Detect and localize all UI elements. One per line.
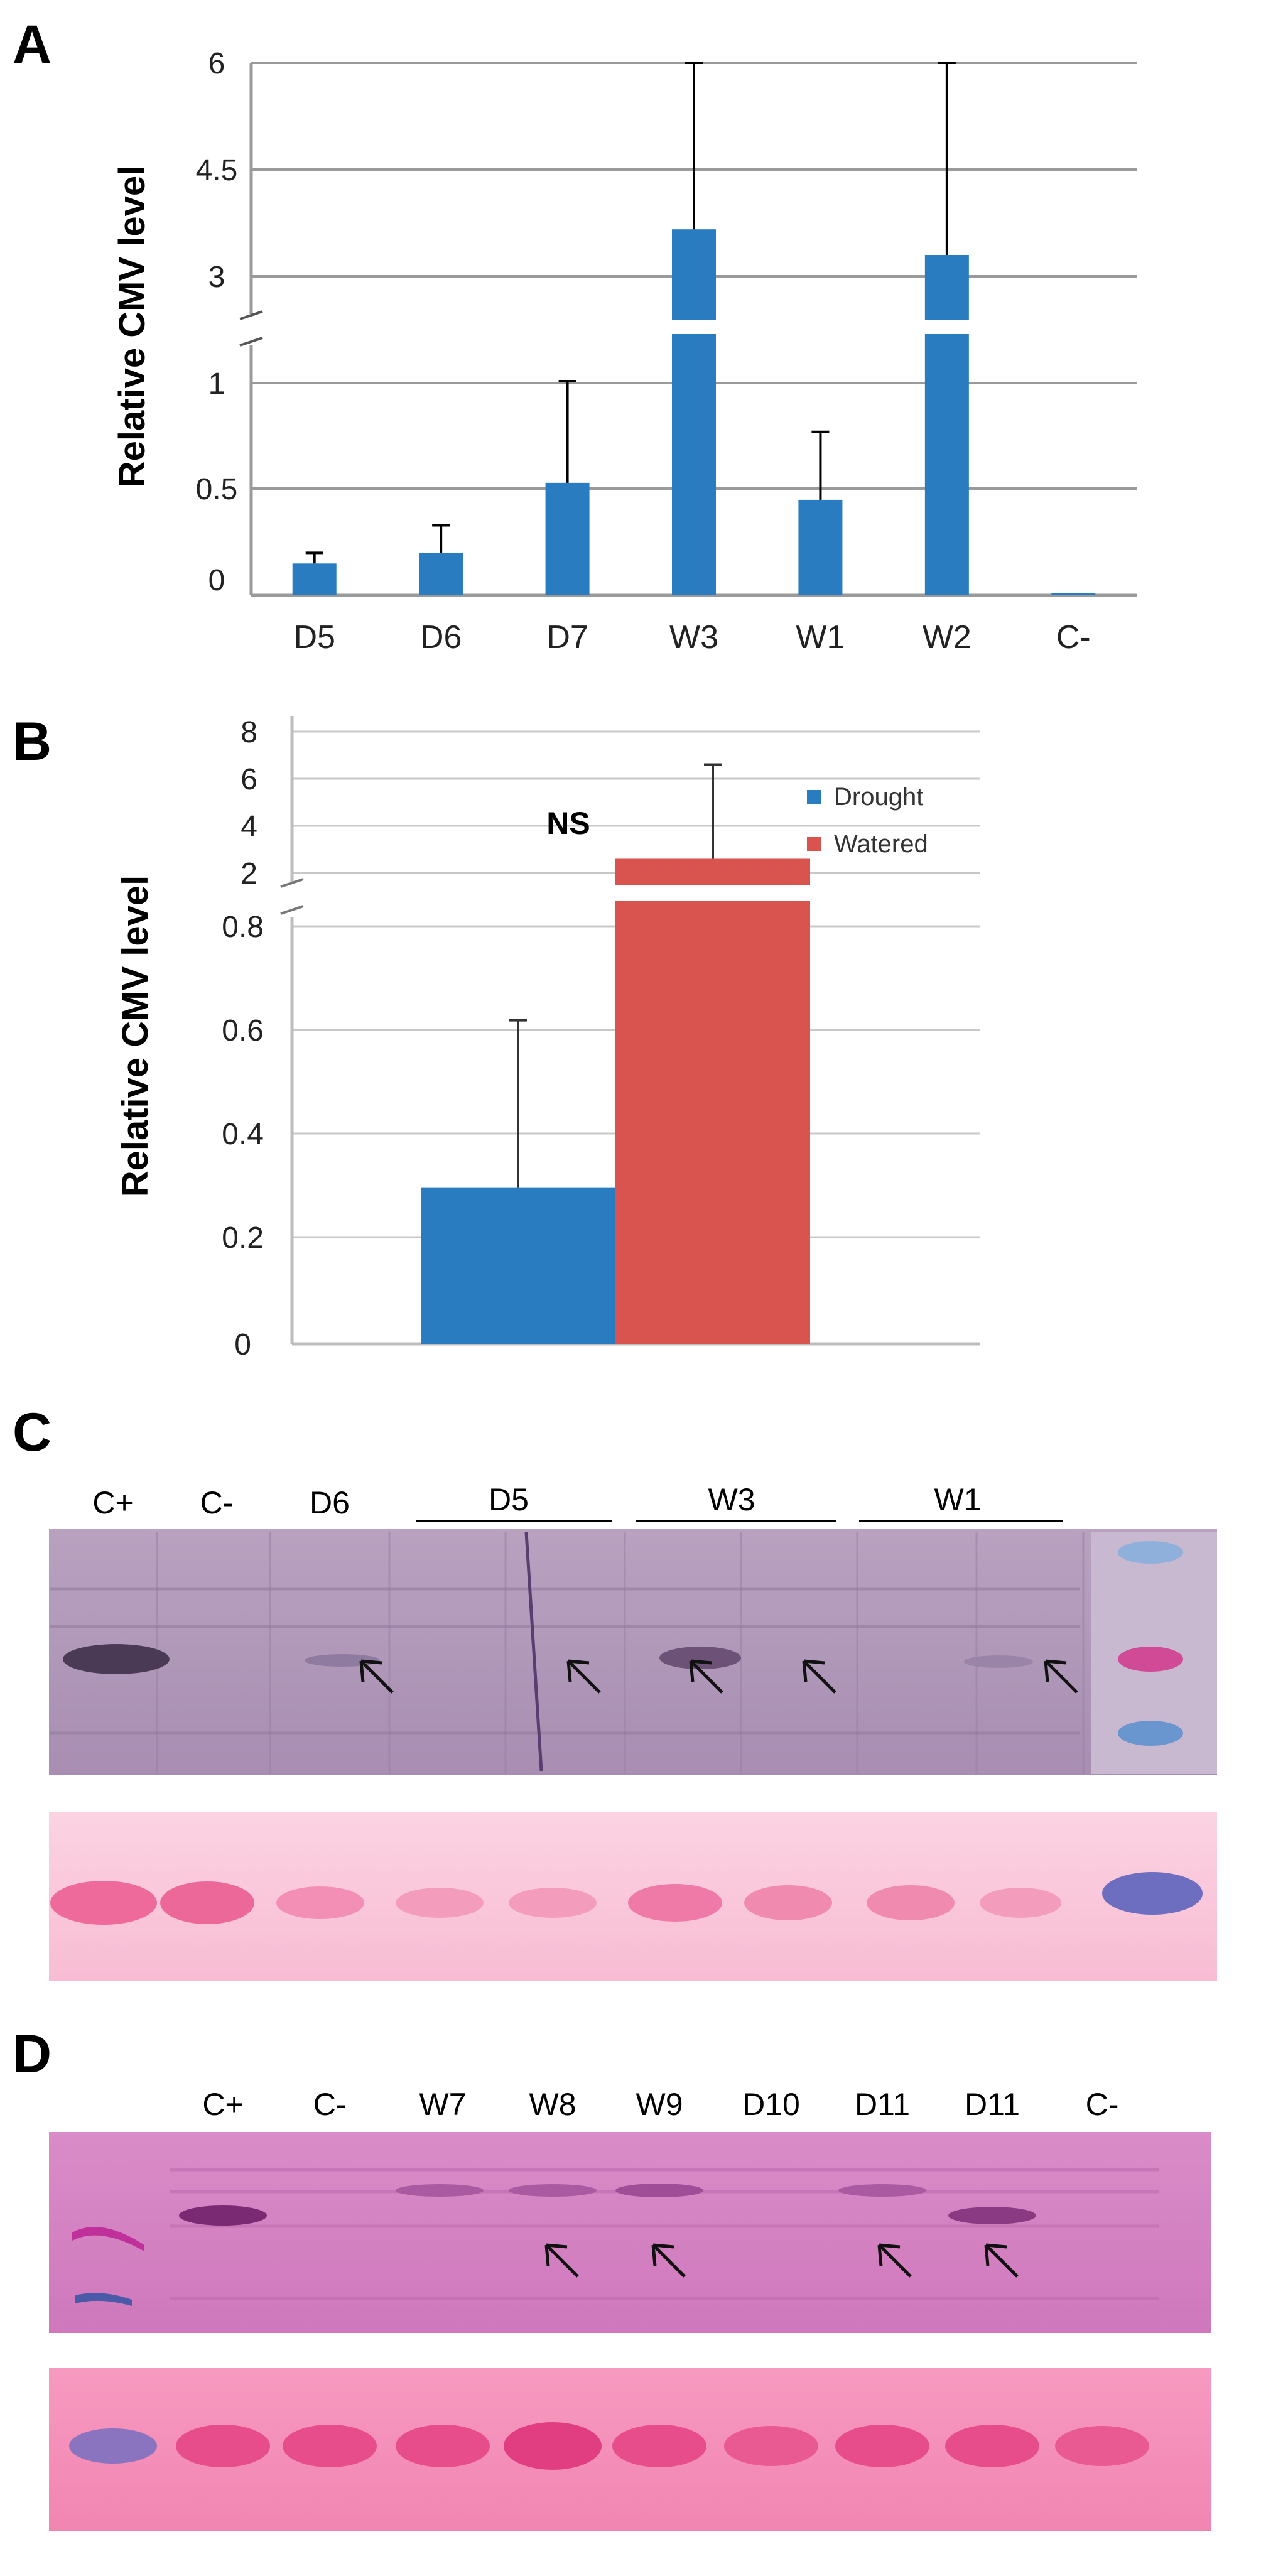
panel-a-ytick-1: 1 bbox=[208, 367, 225, 401]
ponceau-d bbox=[49, 2368, 1211, 2531]
panel-b-ytick-4: 4 bbox=[241, 810, 257, 843]
panel-b: B Relative CMV level 0 0.2 0.4 0.6 0.8 2… bbox=[13, 712, 980, 1361]
xtick-W3: W3 bbox=[669, 619, 718, 656]
lane-label-d-4: W9 bbox=[636, 2087, 683, 2122]
bar-C- bbox=[1051, 593, 1096, 595]
lane-label-d-1: C- bbox=[313, 2087, 347, 2122]
panel-d: D C+ C- W7 W8 W9 D10 D11 D11 C- bbox=[13, 2024, 1211, 2531]
group-label-w3: W3 bbox=[708, 1482, 755, 1517]
panel-a-x-ticks: D5 D6 D7 W3 W1 W2 C- bbox=[293, 619, 1090, 656]
panel-a-axis-break bbox=[239, 310, 264, 347]
panel-b-label: B bbox=[13, 712, 51, 772]
panel-b-ytick-2: 2 bbox=[241, 857, 257, 890]
arrows-d bbox=[544, 2243, 1019, 2278]
bar-break-W2 bbox=[923, 320, 970, 334]
panel-b-axis-break bbox=[279, 878, 305, 917]
panel-c: C C+ C- D6 D5 W3 W1 bbox=[13, 1402, 1217, 1981]
lane-label-d-3: W8 bbox=[529, 2087, 576, 2122]
bar-D6 bbox=[419, 553, 463, 595]
bar-watered bbox=[615, 858, 810, 1344]
lane-label-d6: D6 bbox=[310, 1485, 350, 1520]
panel-a: A Relative CMV level 0 0.5 1 3 4.5 6 D5 D… bbox=[13, 14, 1137, 656]
bar-D5 bbox=[292, 563, 337, 595]
western-blot-d bbox=[49, 2132, 1211, 2333]
panel-a-ylabel: Relative CMV level bbox=[112, 166, 153, 488]
lane-label-d-7: D11 bbox=[965, 2087, 1020, 2122]
western-blot-c bbox=[49, 1529, 1217, 1775]
panel-a-ytick-0.5: 0.5 bbox=[196, 473, 238, 506]
lane-label-d-0: C+ bbox=[202, 2087, 243, 2122]
xtick-W1: W1 bbox=[796, 619, 845, 656]
panel-d-label: D bbox=[13, 2024, 51, 2084]
bar-drought bbox=[421, 1187, 615, 1344]
lane-label-d-6: D11 bbox=[855, 2087, 910, 2122]
panel-b-ytick-0.6: 0.6 bbox=[222, 1014, 264, 1047]
panel-a-ytick-6: 6 bbox=[208, 47, 225, 80]
panel-a-ytick-0: 0 bbox=[208, 564, 225, 597]
panel-a-bars bbox=[292, 62, 1096, 595]
panel-b-ytick-8: 8 bbox=[241, 716, 257, 749]
xtick-D7: D7 bbox=[546, 619, 588, 656]
group-label-d5: D5 bbox=[489, 1482, 529, 1517]
panel-a-label: A bbox=[13, 14, 51, 75]
panel-b-annotation-ns: NS bbox=[546, 806, 590, 841]
arrows-c bbox=[359, 1659, 1078, 1694]
panel-b-ytick-6: 6 bbox=[241, 763, 257, 796]
xtick-W2: W2 bbox=[923, 619, 971, 656]
xtick-D6: D6 bbox=[420, 619, 462, 656]
panel-a-ytick-4.5: 4.5 bbox=[196, 154, 238, 187]
xtick-D5: D5 bbox=[293, 619, 335, 656]
panel-b-legend: Drought Watered bbox=[807, 783, 928, 858]
lane-label-d-5: D10 bbox=[742, 2087, 800, 2122]
legend-swatch-watered bbox=[807, 837, 821, 851]
xtick-C-: C- bbox=[1056, 619, 1091, 656]
ponceau-c bbox=[49, 1812, 1217, 1981]
lane-label-d-8: C- bbox=[1086, 2087, 1119, 2122]
panel-b-ytick-0.4: 0.4 bbox=[222, 1118, 264, 1151]
panel-c-label: C bbox=[13, 1402, 51, 1463]
group-label-w1: W1 bbox=[934, 1482, 982, 1517]
panel-a-ytick-3: 3 bbox=[208, 261, 225, 294]
lane-label-d-2: W7 bbox=[419, 2087, 467, 2122]
legend-label-drought: Drought bbox=[834, 783, 923, 811]
bar-break-watered bbox=[614, 885, 811, 901]
bar-W2 bbox=[924, 255, 969, 595]
panel-b-bars bbox=[421, 763, 811, 1344]
legend-label-watered: Watered bbox=[834, 830, 928, 858]
lane-label-c-minus: C- bbox=[200, 1485, 234, 1520]
panel-b-ylabel: Relative CMV level bbox=[115, 875, 156, 1198]
bar-D7 bbox=[545, 482, 590, 595]
panel-b-ytick-0.2: 0.2 bbox=[222, 1221, 264, 1255]
legend-swatch-drought bbox=[807, 790, 821, 804]
bar-W3 bbox=[672, 229, 716, 595]
bar-break-W3 bbox=[671, 320, 717, 334]
panel-b-ytick-0.8: 0.8 bbox=[222, 911, 264, 944]
panel-b-ytick-0: 0 bbox=[234, 1328, 251, 1361]
lane-label-c-plus: C+ bbox=[92, 1485, 133, 1520]
bar-W1 bbox=[798, 499, 843, 595]
